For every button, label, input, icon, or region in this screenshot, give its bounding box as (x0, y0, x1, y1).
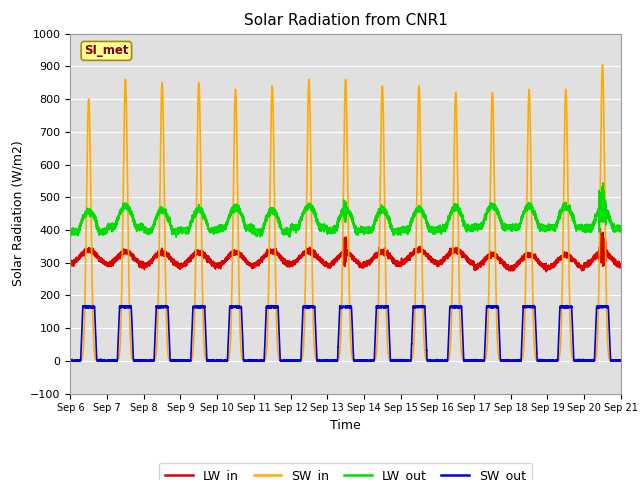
SW_in (253, 358, 261, 364)
LW_out (599, 180, 607, 186)
Line: LW_out: LW_out (70, 183, 621, 237)
SW_out (469, 358, 477, 363)
Line: LW_in: LW_in (70, 228, 621, 272)
LW_in (484, 253, 492, 259)
SW_in (484, 313, 492, 319)
LW_in (543, 269, 550, 275)
LW_out (617, 225, 625, 231)
LW_out (484, 207, 492, 213)
LW_in (67, 260, 74, 265)
LW_out (67, 230, 74, 236)
SW_out (484, 303, 492, 309)
SW_out (594, 304, 602, 310)
SW_out (617, 358, 625, 364)
SW_out (67, 358, 74, 364)
SW_out (327, 358, 335, 363)
SW_in (67, 358, 74, 364)
SW_in (327, 358, 335, 364)
LW_out (172, 234, 180, 240)
LW_in (253, 263, 261, 268)
LW_in (587, 259, 595, 264)
LW_out (587, 228, 595, 233)
SW_out (253, 358, 261, 364)
Y-axis label: Solar Radiation (W/m2): Solar Radiation (W/m2) (12, 141, 25, 287)
SW_out (587, 358, 595, 364)
LW_in (594, 253, 602, 259)
LW_out (327, 229, 335, 235)
SW_in (598, 62, 606, 68)
LW_out (253, 228, 261, 234)
Legend: LW_in, SW_in, LW_out, SW_out: LW_in, SW_in, LW_out, SW_out (159, 463, 532, 480)
SW_in (587, 358, 595, 364)
LW_in (617, 264, 625, 270)
LW_in (327, 261, 335, 267)
SW_in (594, 332, 602, 338)
Text: SI_met: SI_met (84, 44, 129, 58)
X-axis label: Time: Time (330, 419, 361, 432)
Line: SW_out: SW_out (70, 306, 621, 361)
LW_out (469, 224, 477, 230)
Title: Solar Radiation from CNR1: Solar Radiation from CNR1 (244, 13, 447, 28)
SW_out (529, 303, 537, 309)
LW_in (469, 260, 477, 265)
SW_in (469, 358, 477, 364)
Line: SW_in: SW_in (70, 65, 621, 361)
LW_in (596, 226, 604, 231)
LW_out (594, 209, 602, 215)
SW_in (617, 358, 625, 364)
